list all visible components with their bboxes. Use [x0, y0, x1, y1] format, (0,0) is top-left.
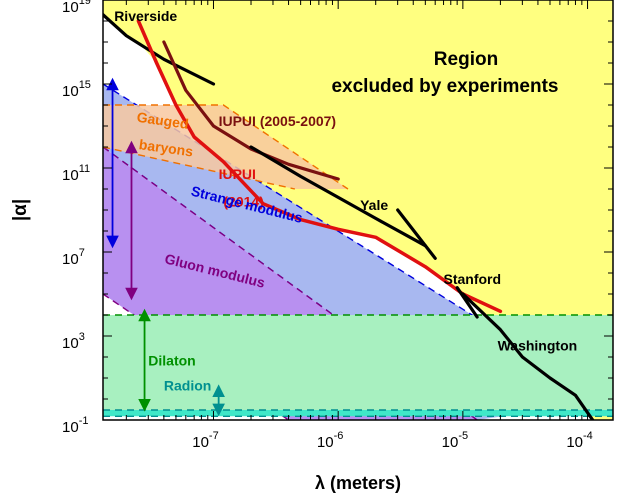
2014-label-3: (2014) [223, 193, 263, 209]
iupui-2005-2007-curve-1 [162, 40, 340, 181]
stanford-curve-4 [396, 208, 437, 260]
y-tick-label: 10-1 [62, 415, 88, 436]
radion-band [103, 410, 613, 417]
y-tick-label: 1015 [62, 79, 91, 100]
y-axis-label: |α| [10, 199, 31, 221]
excluded-region-label-line1: Region [434, 49, 498, 70]
x-axis-label: λ (meters) [315, 473, 401, 493]
excluded-region-label-line2: excluded by experiments [331, 76, 558, 97]
dilaton-label-11: Dilaton [148, 352, 195, 368]
x-tick-label: 10-6 [317, 430, 343, 451]
stanford-label-5: Stanford [444, 271, 502, 287]
x-tick-label: 10-5 [442, 430, 468, 451]
x-tick-label: 10-7 [192, 430, 218, 451]
x-tick-label: 10-4 [566, 430, 592, 451]
y-tick-label: 103 [62, 331, 85, 352]
iupui-2014-curve-2 [136, 19, 503, 314]
radion-label-12: Radion [164, 378, 211, 394]
washington-label-6: Washington [498, 338, 578, 354]
iupui-2005-2007-label-1: IUPUI (2005-2007) [219, 113, 337, 129]
experimental-limits [103, 13, 595, 420]
washington-curve-6 [461, 292, 595, 420]
dilaton-band [103, 315, 613, 414]
baryons-label-8: baryons [138, 136, 194, 159]
riverside-label-0: Riverside [114, 8, 177, 24]
yale-label-4: Yale [360, 197, 388, 213]
y-tick-label: 107 [62, 247, 85, 268]
y-tick-label: 1011 [62, 163, 90, 184]
gauged-label-7: Gauged [136, 109, 190, 132]
riverside-curve-0 [103, 13, 216, 86]
stanford-curve-5 [455, 286, 479, 319]
iupui-label-2: IUPUI [219, 166, 256, 182]
gauged-baryons-lower-edge [103, 146, 296, 190]
y-tick-label: 1019 [62, 0, 91, 16]
gauged-baryons-upper-edge [103, 104, 349, 190]
band-arrows [106, 77, 225, 417]
yale-curve-3 [249, 145, 427, 248]
